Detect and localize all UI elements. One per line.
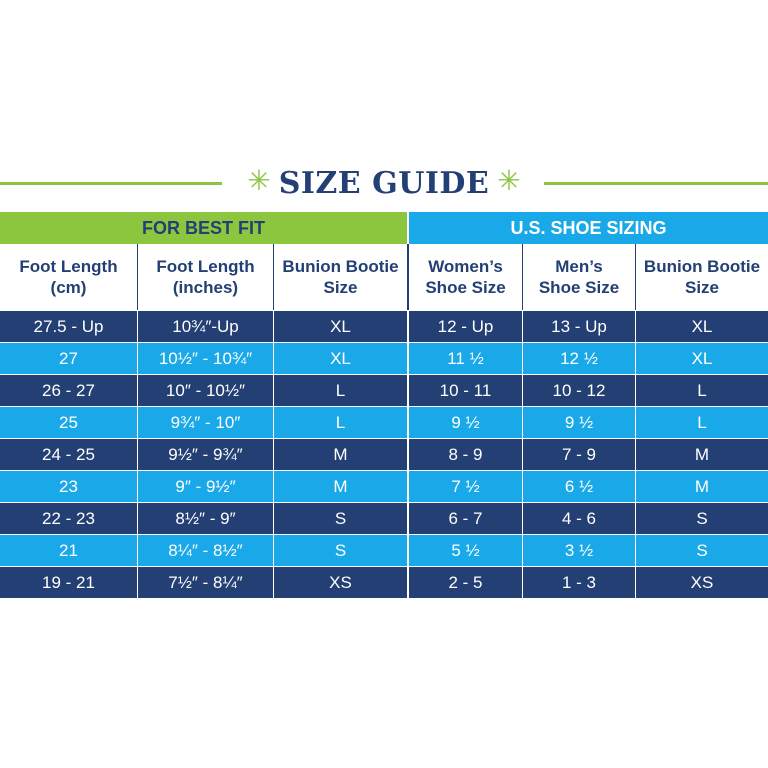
table-cell: M — [273, 438, 407, 470]
table-cell: 12 - Up — [407, 310, 522, 342]
table-cell: L — [635, 374, 768, 406]
table-cell: 9½″ - 9¾″ — [137, 438, 273, 470]
table-cell: XL — [273, 342, 407, 374]
table-cell: L — [635, 406, 768, 438]
table-cell: 26 - 27 — [0, 374, 137, 406]
table-cell: 1 - 3 — [522, 566, 635, 598]
table-cell: XL — [273, 310, 407, 342]
table-cell: 7 ½ — [407, 470, 522, 502]
table-cell: M — [635, 470, 768, 502]
table-row: 23 9″ - 9½″ M 7 ½ 6 ½ M — [0, 470, 768, 502]
best-fit-header: FOR BEST FIT — [0, 212, 407, 244]
table-row: 24 - 25 9½″ - 9¾″ M 8 - 9 7 - 9 M — [0, 438, 768, 470]
table-row: 21 8¼″ - 8½″ S 5 ½ 3 ½ S — [0, 534, 768, 566]
table-cell: XL — [635, 342, 768, 374]
column-header: Bunion Bootie Size — [635, 244, 768, 310]
table-cell: 23 — [0, 470, 137, 502]
table-row: 19 - 21 7½″ - 8¼″ XS 2 - 5 1 - 3 XS — [0, 566, 768, 598]
table-cell: XL — [635, 310, 768, 342]
table-cell: 25 — [0, 406, 137, 438]
column-header: Foot Length (inches) — [137, 244, 273, 310]
table-row: 27.5 - Up 10¾″-Up XL 12 - Up 13 - Up XL — [0, 310, 768, 342]
table-cell: 8 - 9 — [407, 438, 522, 470]
table-cell: 3 ½ — [522, 534, 635, 566]
column-header: Women’s Shoe Size — [407, 244, 522, 310]
table-cell: 10½″ - 10¾″ — [137, 342, 273, 374]
table-cell: 7 - 9 — [522, 438, 635, 470]
column-header: Bunion Bootie Size — [273, 244, 407, 310]
us-shoe-sizing-header: U.S. SHOE SIZING — [409, 212, 768, 244]
column-header: Men’s Shoe Size — [522, 244, 635, 310]
table-cell: L — [273, 406, 407, 438]
table-cell: S — [635, 534, 768, 566]
group-header-row: FOR BEST FIT U.S. SHOE SIZING — [0, 212, 768, 244]
table-cell: XS — [273, 566, 407, 598]
table-cell: 10″ - 10½″ — [137, 374, 273, 406]
table-cell: 8¼″ - 8½″ — [137, 534, 273, 566]
title-bar: ✳ SIZE GUIDE ✳ — [0, 160, 768, 208]
table-cell: 24 - 25 — [0, 438, 137, 470]
title-rule-right — [544, 182, 768, 185]
table-cell: L — [273, 374, 407, 406]
page-title: SIZE GUIDE — [278, 166, 490, 201]
column-header: Foot Length (cm) — [19, 257, 118, 297]
table-cell: 27 — [0, 342, 137, 374]
table-row: 22 - 23 8½″ - 9″ S 6 - 7 4 - 6 S — [0, 502, 768, 534]
table-cell: 9 ½ — [522, 406, 635, 438]
table-cell: 19 - 21 — [0, 566, 137, 598]
table-cell: 6 - 7 — [407, 502, 522, 534]
table-cell: 22 - 23 — [0, 502, 137, 534]
table-cell: 7½″ - 8¼″ — [137, 566, 273, 598]
table-cell: M — [273, 470, 407, 502]
size-table: FOR BEST FIT U.S. SHOE SIZING Foot Lengt… — [0, 212, 768, 598]
table-cell: 12 ½ — [522, 342, 635, 374]
table-cell: 27.5 - Up — [0, 310, 137, 342]
table-cell: 4 - 6 — [522, 502, 635, 534]
table-row: 26 - 27 10″ - 10½″ L 10 - 11 10 - 12 L — [0, 374, 768, 406]
table-cell: 9¾″ - 10″ — [137, 406, 273, 438]
table-cell: 13 - Up — [522, 310, 635, 342]
table-cell: 2 - 5 — [407, 566, 522, 598]
table-cell: 9″ - 9½″ — [137, 470, 273, 502]
table-row: 25 9¾″ - 10″ L 9 ½ 9 ½ L — [0, 406, 768, 438]
table-cell: 10¾″-Up — [137, 310, 273, 342]
asterisk-icon-left: ✳ — [247, 164, 271, 197]
table-cell: 21 — [0, 534, 137, 566]
table-cell: 9 ½ — [407, 406, 522, 438]
table-cell: S — [635, 502, 768, 534]
column-header-row: Foot Length (cm) Foot Length (inches) Buni… — [0, 244, 768, 310]
table-cell: 5 ½ — [407, 534, 522, 566]
table-cell: 11 ½ — [407, 342, 522, 374]
table-cell: XS — [635, 566, 768, 598]
table-cell: S — [273, 534, 407, 566]
table-cell: 6 ½ — [522, 470, 635, 502]
table-cell: 8½″ - 9″ — [137, 502, 273, 534]
table-cell: S — [273, 502, 407, 534]
asterisk-icon-right: ✳ — [497, 164, 521, 197]
table-row: 27 10½″ - 10¾″ XL 11 ½ 12 ½ XL — [0, 342, 768, 374]
table-cell: M — [635, 438, 768, 470]
title-rule-left — [0, 182, 222, 185]
table-cell: 10 - 12 — [522, 374, 635, 406]
table-cell: 10 - 11 — [407, 374, 522, 406]
